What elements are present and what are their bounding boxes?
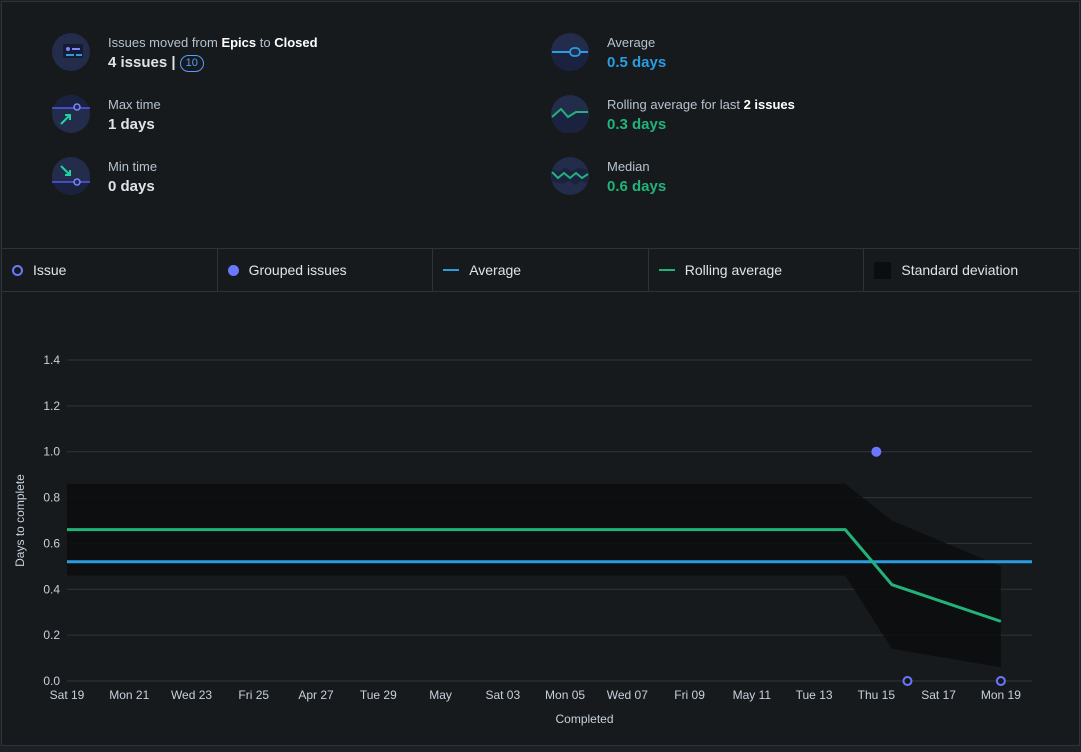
legend-issue[interactable]: Issue: [2, 249, 218, 291]
rolling-average-line: [67, 528, 1002, 623]
median-value: 0.6 days: [607, 178, 667, 195]
y-tick-label: 0.0: [43, 674, 60, 688]
issue-points: [871, 446, 1006, 686]
y-tick-label: 0.2: [43, 628, 60, 642]
moved-prefix: Issues moved from: [108, 35, 222, 50]
grouped-dot-icon: [227, 264, 239, 276]
min-time-value: 0 days: [108, 178, 155, 195]
moved-mid: to: [256, 35, 275, 50]
x-tick-labels: Sat 19 Mon 21 Wed 23 Fri 25 Apr 27 Tue 29 May S…: [50, 688, 1022, 702]
x-tick-label: May: [429, 688, 452, 702]
average-value: 0.5 days: [607, 54, 667, 71]
legend-grouped-issues[interactable]: Grouped issues: [218, 249, 434, 291]
moved-from-column: Epics: [221, 35, 257, 50]
x-tick-label: Sat 17: [921, 688, 956, 702]
x-tick-label: Mon 19: [981, 688, 1021, 702]
y-tick-label: 1.2: [43, 399, 60, 413]
y-tick-label: 0.4: [43, 582, 60, 596]
legend-std-label: Standard deviation: [901, 262, 1019, 278]
y-tick-label: 1.4: [43, 353, 60, 367]
x-tick-label: Wed 23: [171, 688, 212, 702]
average-line-icon: [443, 269, 460, 271]
x-axis-title: Completed: [555, 712, 613, 726]
y-tick-label: 0.6: [43, 536, 60, 550]
stat-rolling-average: Rolling average for last 2 issues 0.3 da…: [551, 95, 795, 134]
max-time-value: 1 days: [108, 116, 155, 133]
x-tick-label: Tue 13: [796, 688, 833, 702]
rolling-prefix: Rolling average for last: [607, 97, 744, 112]
x-tick-label: Fri 09: [674, 688, 705, 702]
legend-grouped-label: Grouped issues: [248, 262, 347, 278]
issue-point: [902, 676, 913, 686]
stat-min-time: Min time 0 days: [52, 157, 157, 196]
average-icon: [551, 33, 589, 71]
issues-count-badge[interactable]: 10: [179, 54, 204, 72]
rolling-average-label: Rolling average for last 2 issues: [607, 97, 795, 113]
control-chart: 0.0 0.2 0.4 0.6 0.8 1.0 1.2 1.4 Sat 19 Mon 21 Wed…: [2, 292, 1081, 747]
std-square-icon: [874, 261, 892, 279]
control-chart-svg: 0.0 0.2 0.4 0.6 0.8 1.0 1.2 1.4 Sat 19 Mon 21 Wed…: [13, 353, 1032, 726]
legend-average[interactable]: Average: [433, 249, 649, 291]
max-time-icon: [52, 95, 90, 133]
x-tick-label: Sat 03: [485, 688, 520, 702]
y-axis-title: Days to complete: [13, 474, 27, 567]
median-label: Median: [607, 159, 650, 174]
x-tick-label: Wed 07: [607, 688, 648, 702]
stat-average: Average 0.5 days: [551, 33, 666, 72]
stat-issues-moved: Issues moved from Epics to Closed 4 issu…: [52, 33, 318, 72]
legend-rolling-label: Rolling average: [684, 262, 783, 278]
legend-rolling-average[interactable]: Rolling average: [649, 249, 865, 291]
y-tick-label: 1.0: [43, 445, 60, 459]
stat-issues-moved-label: Issues moved from Epics to Closed: [108, 35, 318, 51]
rolling-issue-count: 2 issues: [743, 97, 795, 112]
stats-summary: Issues moved from Epics to Closed 4 issu…: [2, 2, 1079, 249]
min-time-label: Min time: [108, 159, 158, 174]
x-tick-label: Tue 29: [360, 688, 397, 702]
issues-count: 4 issues |: [108, 54, 176, 71]
x-tick-label: Mon 05: [545, 688, 585, 702]
rolling-line-icon: [658, 269, 675, 271]
issue-point: [995, 676, 1006, 686]
x-tick-label: Thu 15: [858, 688, 896, 702]
grouped-issue-point: [871, 446, 882, 457]
min-time-icon: [52, 157, 90, 195]
x-tick-label: Fri 25: [238, 688, 269, 702]
y-tick-labels: 0.0 0.2 0.4 0.6 0.8 1.0 1.2 1.4: [43, 353, 60, 688]
rolling-average-value: 0.3 days: [607, 116, 667, 133]
x-tick-label: May 11: [733, 688, 772, 702]
y-tick-label: 0.8: [43, 491, 60, 505]
stat-max-time: Max time 1 days: [52, 95, 161, 134]
issue-card-icon: [52, 33, 90, 71]
moved-to-column: Closed: [274, 35, 318, 50]
issue-circle-icon: [12, 264, 23, 276]
chart-legend: Issue Grouped issues Average Rolling ave…: [2, 248, 1079, 292]
legend-average-label: Average: [469, 262, 522, 278]
stat-issues-moved-value: 4 issues | 10: [108, 54, 318, 72]
average-label: Average: [607, 35, 656, 50]
max-time-label: Max time: [108, 97, 161, 112]
x-tick-label: Sat 19: [50, 688, 85, 702]
x-tick-label: Mon 21: [109, 688, 149, 702]
rolling-average-icon: [551, 95, 589, 133]
legend-standard-deviation[interactable]: Standard deviation: [864, 249, 1079, 291]
std-deviation-band: [67, 483, 1001, 668]
x-tick-label: Apr 27: [298, 688, 334, 702]
stat-median: Median 0.6 days: [551, 157, 666, 196]
median-icon: [551, 157, 589, 195]
legend-issue-label: Issue: [33, 262, 67, 278]
